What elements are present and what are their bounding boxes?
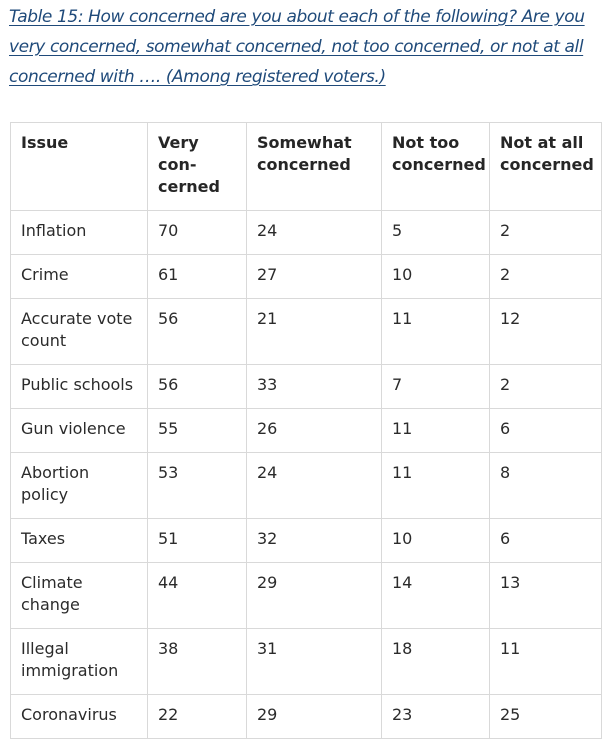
- table-row: Climate change 44 29 14 13: [10, 562, 602, 629]
- header-issue: Issue: [10, 122, 148, 211]
- not-at-all-concerned-cell: 13: [489, 562, 602, 629]
- not-too-concerned-cell: 18: [381, 628, 490, 695]
- not-too-concerned-cell: 11: [381, 452, 490, 519]
- table-header-row: Issue Very con-cerned Somewhat concerned…: [10, 122, 602, 211]
- table-row: Accurate vote count 56 21 11 12: [10, 298, 602, 365]
- not-too-concerned-cell: 7: [381, 364, 490, 409]
- not-at-all-concerned-cell: 12: [489, 298, 602, 365]
- table-row: Crime 61 27 10 2: [10, 254, 602, 299]
- table-row: Public schools 56 33 7 2: [10, 364, 602, 409]
- very-concerned-cell: 56: [147, 298, 247, 365]
- not-at-all-concerned-cell: 6: [489, 518, 602, 563]
- not-at-all-concerned-cell: 6: [489, 408, 602, 453]
- results-table-container: Issue Very con-cerned Somewhat concerned…: [10, 122, 602, 739]
- not-too-concerned-cell: 10: [381, 254, 490, 299]
- not-at-all-concerned-cell: 25: [489, 694, 602, 739]
- not-too-concerned-cell: 14: [381, 562, 490, 629]
- very-concerned-cell: 61: [147, 254, 247, 299]
- not-at-all-concerned-cell: 2: [489, 364, 602, 409]
- not-too-concerned-cell: 11: [381, 298, 490, 365]
- issue-cell: Crime: [10, 254, 148, 299]
- issue-cell: Public schools: [10, 364, 148, 409]
- issue-cell: Illegal immigration: [10, 628, 148, 695]
- header-somewhat-concerned: Somewhat concerned: [246, 122, 382, 211]
- very-concerned-cell: 56: [147, 364, 247, 409]
- very-concerned-cell: 51: [147, 518, 247, 563]
- somewhat-concerned-cell: 29: [246, 694, 382, 739]
- somewhat-concerned-cell: 29: [246, 562, 382, 629]
- somewhat-concerned-cell: 21: [246, 298, 382, 365]
- issue-cell: Coronavirus: [10, 694, 148, 739]
- very-concerned-cell: 38: [147, 628, 247, 695]
- very-concerned-cell: 55: [147, 408, 247, 453]
- not-too-concerned-cell: 5: [381, 210, 490, 255]
- somewhat-concerned-cell: 32: [246, 518, 382, 563]
- not-at-all-concerned-cell: 11: [489, 628, 602, 695]
- issue-cell: Taxes: [10, 518, 148, 563]
- issue-cell: Climate change: [10, 562, 148, 629]
- not-too-concerned-cell: 10: [381, 518, 490, 563]
- somewhat-concerned-cell: 27: [246, 254, 382, 299]
- somewhat-concerned-cell: 24: [246, 210, 382, 255]
- header-not-too-concerned: Not too concerned: [381, 122, 490, 211]
- header-very-concerned: Very con-cerned: [147, 122, 247, 211]
- table-row: Coronavirus 22 29 23 25: [10, 694, 602, 739]
- very-concerned-cell: 22: [147, 694, 247, 739]
- somewhat-concerned-cell: 31: [246, 628, 382, 695]
- not-at-all-concerned-cell: 2: [489, 210, 602, 255]
- very-concerned-cell: 70: [147, 210, 247, 255]
- table-row: Abortion policy 53 24 11 8: [10, 452, 602, 519]
- table-row: Illegal immigration 38 31 18 11: [10, 628, 602, 695]
- not-too-concerned-cell: 23: [381, 694, 490, 739]
- somewhat-concerned-cell: 26: [246, 408, 382, 453]
- not-at-all-concerned-cell: 8: [489, 452, 602, 519]
- somewhat-concerned-cell: 24: [246, 452, 382, 519]
- somewhat-concerned-cell: 33: [246, 364, 382, 409]
- results-table: Issue Very con-cerned Somewhat concerned…: [10, 122, 602, 739]
- not-at-all-concerned-cell: 2: [489, 254, 602, 299]
- issue-cell: Abortion policy: [10, 452, 148, 519]
- issue-cell: Accurate vote count: [10, 298, 148, 365]
- table-caption-link[interactable]: Table 15: How concerned are you about ea…: [9, 7, 585, 87]
- not-too-concerned-cell: 11: [381, 408, 490, 453]
- issue-cell: Gun violence: [10, 408, 148, 453]
- very-concerned-cell: 44: [147, 562, 247, 629]
- issue-cell: Inflation: [10, 210, 148, 255]
- table-row: Inflation 70 24 5 2: [10, 210, 602, 255]
- header-not-at-all-concerned: Not at all concerned: [489, 122, 602, 211]
- table-row: Gun violence 55 26 11 6: [10, 408, 602, 453]
- very-concerned-cell: 53: [147, 452, 247, 519]
- table-row: Taxes 51 32 10 6: [10, 518, 602, 563]
